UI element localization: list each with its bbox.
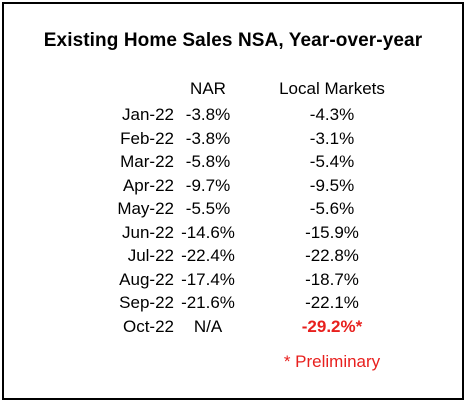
table-row: Oct-22 N/A -29.2%*	[0, 317, 466, 339]
month-label: Mar-22	[120, 152, 174, 171]
nar-value: -5.8%	[185, 152, 231, 171]
local-markets-value: -3.1%	[309, 128, 355, 148]
month-label: Apr-22	[122, 175, 174, 195]
table-row: Aug-22 -17.4% -18.7%	[0, 270, 466, 292]
table-row: Feb-22 -3.8% -3.1%	[0, 129, 466, 151]
month-label: Feb-22	[120, 128, 174, 148]
footnote-preliminary: * Preliminary	[283, 352, 381, 371]
month-label: Aug-22	[119, 269, 174, 289]
month-label: Jun-22	[122, 222, 174, 242]
nar-value: -22.4%	[181, 246, 235, 265]
table-title: Existing Home Sales NSA, Year-over-year	[43, 30, 423, 51]
local-markets-value: -22.1%	[305, 293, 359, 312]
column-header-nar: NAR	[190, 79, 226, 98]
local-markets-value: -5.4%	[309, 152, 355, 171]
nar-value: -9.7%	[185, 175, 231, 195]
month-label: May-22	[117, 199, 174, 218]
nar-value: -5.5%	[185, 199, 231, 218]
month-label: Jul-22	[127, 246, 174, 265]
table-row: May-22 -5.5% -5.6%	[0, 199, 466, 221]
month-label: Jan-22	[122, 105, 174, 124]
table-row: Jan-22 -3.8% -4.3%	[0, 105, 466, 127]
local-markets-value: -9.5%	[309, 175, 355, 195]
column-header-local-markets: Local Markets	[279, 79, 385, 98]
nar-value: -3.8%	[185, 128, 231, 148]
table-row: Sep-22 -21.6% -22.1%	[0, 293, 466, 315]
nar-value: -17.4%	[181, 269, 235, 289]
local-markets-value: -18.7%	[305, 269, 359, 289]
local-markets-value: -5.6%	[309, 199, 355, 218]
nar-value: N/A	[193, 316, 223, 336]
month-label: Sep-22	[119, 293, 174, 312]
table-row: Jun-22 -14.6% -15.9%	[0, 223, 466, 245]
nar-value: -21.6%	[181, 293, 235, 312]
table-row: Apr-22 -9.7% -9.5%	[0, 176, 466, 198]
local-markets-value: -29.2%*	[301, 316, 363, 336]
nar-value: -3.8%	[185, 105, 231, 124]
table-row: Mar-22 -5.8% -5.4%	[0, 152, 466, 174]
local-markets-value: -15.9%	[305, 222, 359, 242]
local-markets-value: -4.3%	[309, 105, 355, 124]
local-markets-value: -22.8%	[305, 246, 359, 265]
nar-value: -14.6%	[181, 222, 235, 242]
month-label: Oct-22	[122, 316, 174, 336]
table-row: Jul-22 -22.4% -22.8%	[0, 246, 466, 268]
